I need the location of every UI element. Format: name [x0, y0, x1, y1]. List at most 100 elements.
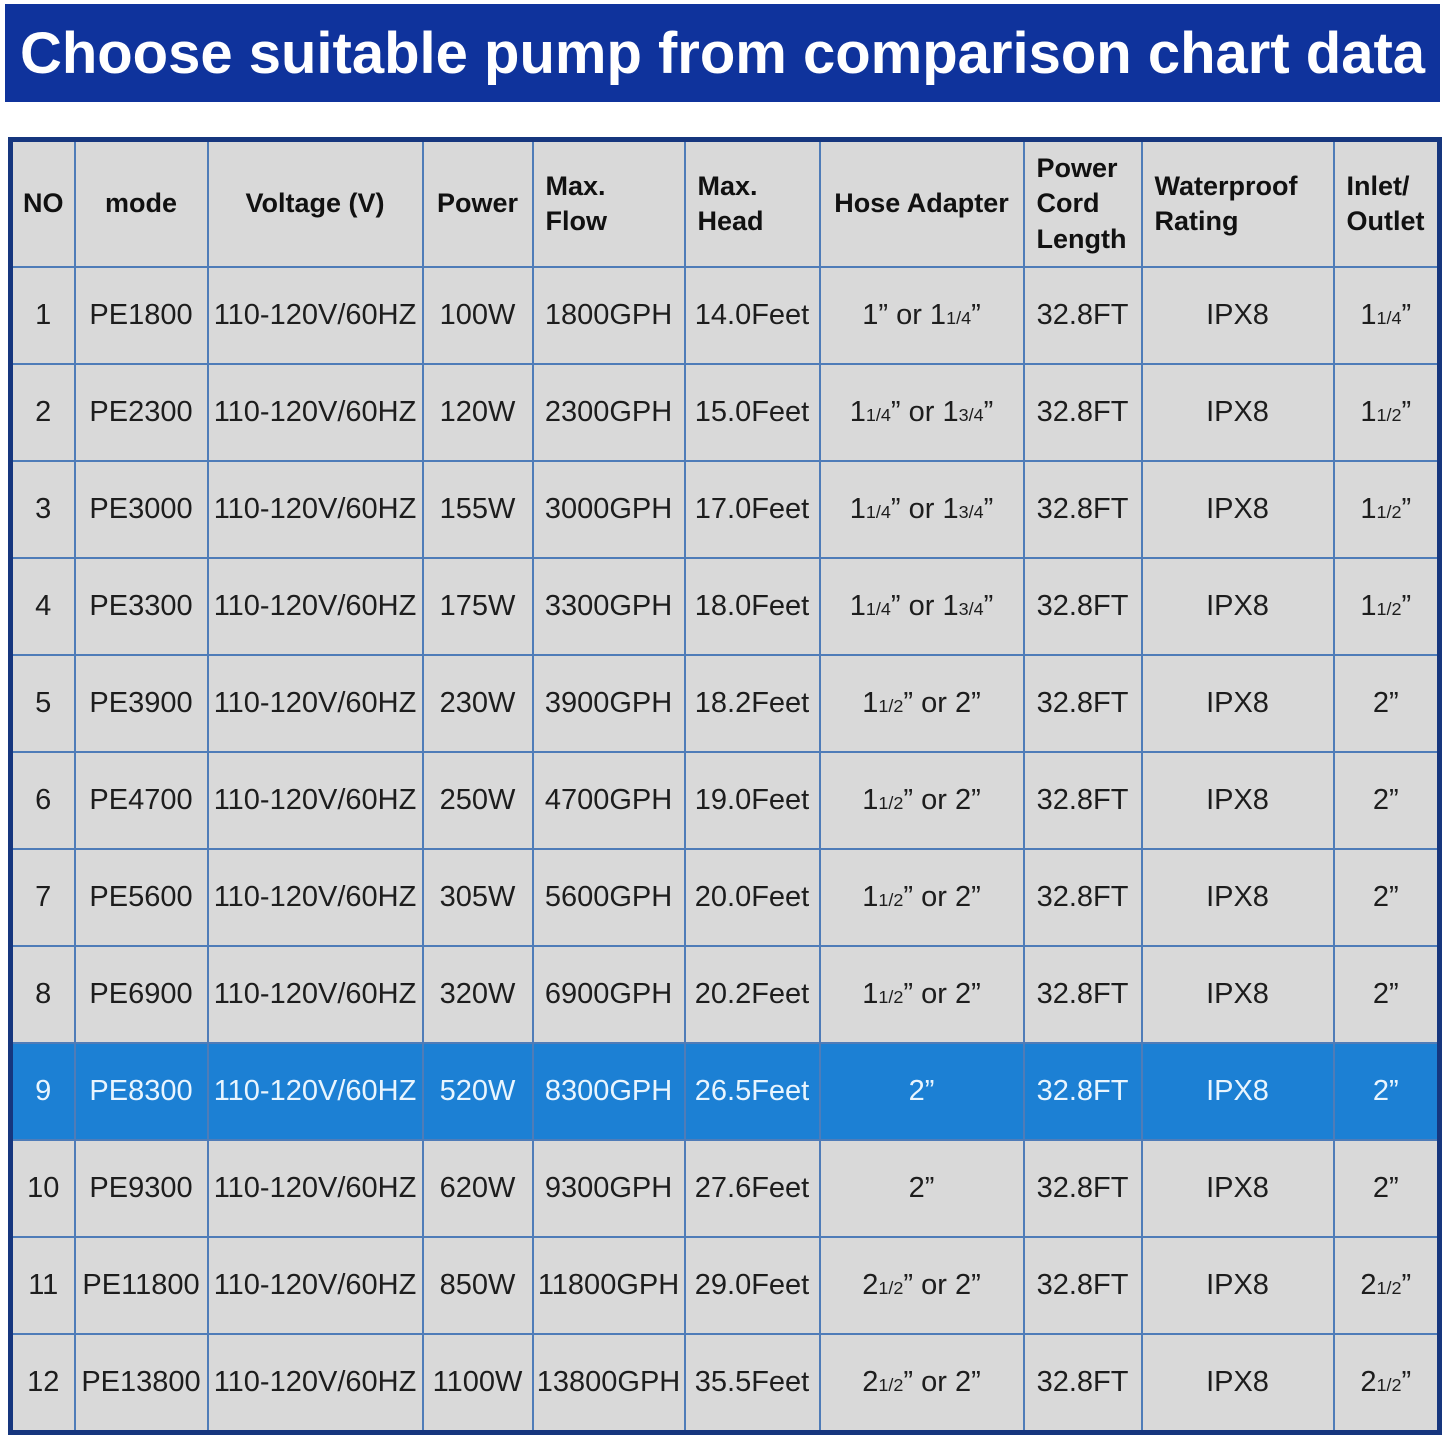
fraction-text: 3/4	[958, 599, 984, 619]
cell-no: 2	[9, 363, 76, 462]
table-row-2: 2 PE2300 110-120V/60HZ 120W 2300GPH 15.0Feet 1…	[9, 363, 1441, 462]
cell-inlet-outlet: 11/2”	[1332, 363, 1441, 462]
cell-hose-adapter: 11/4” or 13/4”	[818, 363, 1025, 462]
cell-waterproof-rating: IPX8	[1140, 363, 1335, 462]
cell-max-head: 20.0Feet	[683, 848, 821, 947]
column-header-waterproof-rating: Waterproof Rating	[1140, 138, 1335, 268]
cell-inlet-outlet: 2”	[1332, 1139, 1441, 1238]
cell-max-flow: 5600GPH	[531, 848, 686, 947]
column-header-inlet-outlet: Inlet/ Outlet	[1332, 138, 1441, 268]
cell-voltage: 110-120V/60HZ	[206, 848, 424, 947]
cell-hose-adapter: 11/4” or 13/4”	[818, 557, 1025, 656]
cell-max-flow: 11800GPH	[531, 1236, 686, 1335]
cell-power: 620W	[421, 1139, 534, 1238]
cell-max-head: 18.2Feet	[683, 654, 821, 753]
cell-power-cord-length: 32.8FT	[1022, 1333, 1143, 1434]
cell-max-flow: 4700GPH	[531, 751, 686, 850]
cell-waterproof-rating: IPX8	[1140, 1042, 1335, 1141]
cell-voltage: 110-120V/60HZ	[206, 266, 424, 365]
cell-max-head: 14.0Feet	[683, 266, 821, 365]
cell-power-cord-length: 32.8FT	[1022, 363, 1143, 462]
cell-power: 1100W	[421, 1333, 534, 1434]
pump-comparison-page: Choose suitable pump from comparison cha…	[0, 4, 1445, 1439]
column-header-power-cord-length: Power Cord Length	[1022, 138, 1143, 268]
cell-hose-adapter: 11/2” or 2”	[818, 848, 1025, 947]
cell-inlet-outlet: 21/2”	[1332, 1333, 1441, 1434]
table-row-10: 10 PE9300 110-120V/60HZ 620W 9300GPH 27.6Feet…	[9, 1139, 1441, 1238]
cell-mode: PE8300	[73, 1042, 209, 1141]
fraction-text: 1/2	[878, 987, 904, 1007]
cell-max-flow: 13800GPH	[531, 1333, 686, 1434]
cell-hose-adapter: 21/2” or 2”	[818, 1236, 1025, 1335]
fraction-text: 1/2	[1376, 599, 1402, 619]
cell-inlet-outlet: 2”	[1332, 751, 1441, 850]
cell-hose-adapter: 11/2” or 2”	[818, 654, 1025, 753]
cell-power-cord-length: 32.8FT	[1022, 460, 1143, 559]
fraction-text: 1/2	[878, 793, 904, 813]
cell-power-cord-length: 32.8FT	[1022, 557, 1143, 656]
cell-mode: PE9300	[73, 1139, 209, 1238]
column-header-voltage: Voltage (V)	[206, 138, 424, 268]
cell-max-flow: 3900GPH	[531, 654, 686, 753]
cell-mode: PE4700	[73, 751, 209, 850]
cell-power-cord-length: 32.8FT	[1022, 1042, 1143, 1141]
cell-mode: PE2300	[73, 363, 209, 462]
cell-max-head: 19.0Feet	[683, 751, 821, 850]
cell-waterproof-rating: IPX8	[1140, 1236, 1335, 1335]
cell-max-head: 15.0Feet	[683, 363, 821, 462]
cell-waterproof-rating: IPX8	[1140, 266, 1335, 365]
cell-power: 230W	[421, 654, 534, 753]
cell-no: 8	[9, 945, 76, 1044]
cell-power-cord-length: 32.8FT	[1022, 751, 1143, 850]
table-row-7: 7 PE5600 110-120V/60HZ 305W 5600GPH 20.0Feet 1…	[9, 848, 1441, 947]
cell-no: 7	[9, 848, 76, 947]
cell-voltage: 110-120V/60HZ	[206, 557, 424, 656]
cell-max-flow: 3000GPH	[531, 460, 686, 559]
cell-power: 520W	[421, 1042, 534, 1141]
cell-no: 10	[9, 1139, 76, 1238]
fraction-text: 1/2	[1376, 502, 1402, 522]
cell-voltage: 110-120V/60HZ	[206, 1333, 424, 1434]
cell-inlet-outlet: 11/4”	[1332, 266, 1441, 365]
table-header: NO mode Voltage (V) Power Max. Flow Max. Head…	[9, 138, 1441, 268]
cell-voltage: 110-120V/60HZ	[206, 460, 424, 559]
header-row: NO mode Voltage (V) Power Max. Flow Max. Head…	[9, 138, 1441, 268]
column-header-mode: mode	[73, 138, 209, 268]
cell-max-head: 20.2Feet	[683, 945, 821, 1044]
cell-power: 305W	[421, 848, 534, 947]
table-body: 1 PE1800 110-120V/60HZ 100W 1800GPH 14.0Feet 1…	[9, 266, 1441, 1434]
cell-max-head: 29.0Feet	[683, 1236, 821, 1335]
cell-no: 1	[9, 266, 76, 365]
table-row-9: 9 PE8300 110-120V/60HZ 520W 8300GPH 26.5Feet 2…	[9, 1042, 1441, 1141]
cell-max-flow: 8300GPH	[531, 1042, 686, 1141]
cell-hose-adapter: 1” or 11/4”	[818, 266, 1025, 365]
cell-voltage: 110-120V/60HZ	[206, 945, 424, 1044]
column-header-max-flow: Max. Flow	[531, 138, 686, 268]
cell-power: 850W	[421, 1236, 534, 1335]
fraction-text: 1/2	[878, 890, 904, 910]
cell-voltage: 110-120V/60HZ	[206, 1042, 424, 1141]
cell-mode: PE5600	[73, 848, 209, 947]
column-header-power: Power	[421, 138, 534, 268]
cell-no: 12	[9, 1333, 76, 1434]
cell-power: 155W	[421, 460, 534, 559]
cell-waterproof-rating: IPX8	[1140, 460, 1335, 559]
cell-power-cord-length: 32.8FT	[1022, 266, 1143, 365]
cell-waterproof-rating: IPX8	[1140, 945, 1335, 1044]
cell-max-head: 26.5Feet	[683, 1042, 821, 1141]
cell-waterproof-rating: IPX8	[1140, 848, 1335, 947]
cell-power: 175W	[421, 557, 534, 656]
cell-power-cord-length: 32.8FT	[1022, 848, 1143, 947]
cell-voltage: 110-120V/60HZ	[206, 654, 424, 753]
cell-inlet-outlet: 11/2”	[1332, 460, 1441, 559]
table-row-12: 12 PE13800 110-120V/60HZ 1100W 13800GPH 35.5F…	[9, 1333, 1441, 1434]
pump-comparison-table: NO mode Voltage (V) Power Max. Flow Max. Head…	[8, 137, 1442, 1435]
cell-inlet-outlet: 2”	[1332, 848, 1441, 947]
cell-power: 250W	[421, 751, 534, 850]
cell-hose-adapter: 2”	[818, 1139, 1025, 1238]
cell-hose-adapter: 21/2” or 2”	[818, 1333, 1025, 1434]
column-header-no: NO	[9, 138, 76, 268]
fraction-text: 1/4	[946, 308, 972, 328]
fraction-text: 1/4	[865, 502, 891, 522]
cell-hose-adapter: 11/4” or 13/4”	[818, 460, 1025, 559]
